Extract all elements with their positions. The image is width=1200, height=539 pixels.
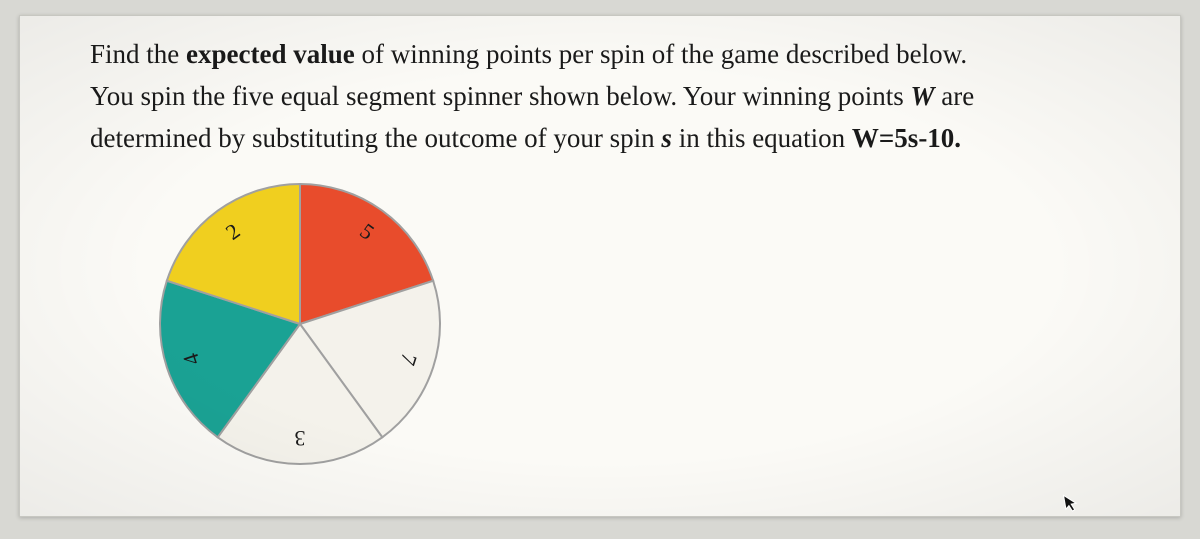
- text-bold: expected value: [186, 39, 355, 69]
- spinner-label-3: 3: [295, 425, 306, 450]
- question-text: Find the expected value of winning point…: [90, 34, 1120, 160]
- text: are: [935, 81, 975, 111]
- spinner-chart: 57342: [150, 174, 450, 474]
- text: You spin the five equal segment spinner …: [90, 81, 910, 111]
- text: Find the: [90, 39, 186, 69]
- text: determined by substituting the outcome o…: [90, 123, 661, 153]
- var-w: W: [910, 81, 934, 111]
- var-s: s: [661, 123, 672, 153]
- spinner-svg: 57342: [150, 174, 450, 474]
- question-card: Find the expected value of winning point…: [19, 15, 1181, 517]
- line-2: You spin the five equal segment spinner …: [90, 76, 1120, 118]
- text: in this equation: [672, 123, 852, 153]
- text: of winning points per spin of the game d…: [355, 39, 967, 69]
- content: Find the expected value of winning point…: [20, 16, 1180, 474]
- line-1: Find the expected value of winning point…: [90, 34, 1120, 76]
- equation: W=5s-10.: [852, 123, 961, 153]
- line-3: determined by substituting the outcome o…: [90, 118, 1120, 160]
